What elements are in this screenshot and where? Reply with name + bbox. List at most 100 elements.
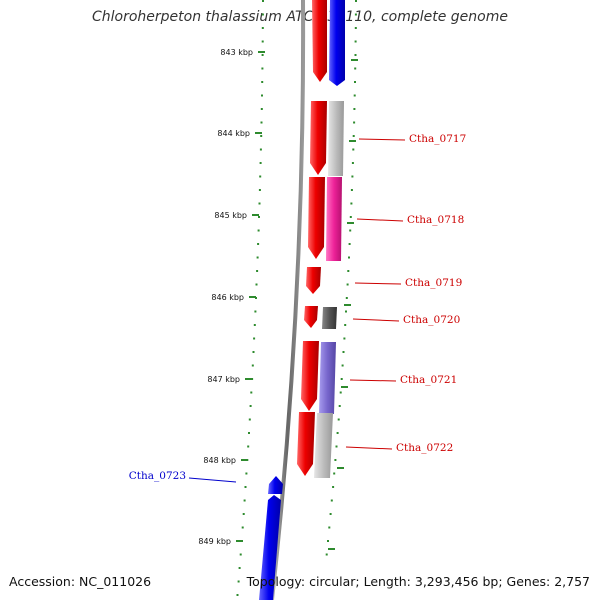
gene-label[interactable]: Ctha_0717: [409, 133, 466, 145]
track-dot: [327, 540, 329, 542]
track-dot: [253, 337, 256, 340]
tick-mark-left: [245, 378, 252, 380]
tick-mark-left: [241, 459, 248, 461]
tick-mark-right: [328, 548, 335, 550]
track-dot: [237, 580, 240, 583]
track-dot: [261, 54, 264, 56]
track-dot: [261, 81, 264, 83]
topology-text: Topology: circular; Length: 3,293,456 bp…: [246, 574, 590, 589]
track-dot: [349, 216, 352, 218]
track-dot: [354, 81, 356, 83]
track-dot: [352, 148, 355, 151]
genome-backbone: [270, 0, 306, 600]
track-dot: [351, 175, 354, 178]
tick-label: 848 kbp: [203, 456, 236, 465]
gene-label[interactable]: Ctha_0720: [403, 314, 460, 326]
track-dot: [345, 297, 348, 299]
gene-arrow-red-top: [312, 0, 327, 82]
track-dot: [351, 162, 354, 164]
track-dot: [261, 27, 264, 29]
track-dot: [325, 553, 328, 556]
cog-block-ctha-0720: [322, 307, 337, 329]
tick-mark-right: [347, 222, 354, 224]
track-dot: [330, 499, 333, 502]
track-dot: [236, 594, 239, 596]
gene-label[interactable]: Ctha_0723: [129, 470, 186, 482]
gene-labels: Ctha_0717 Ctha_0718 Ctha_0719 Ctha_0720 Ctha…: [129, 133, 466, 483]
track-dot: [245, 472, 248, 475]
track-dot: [242, 513, 245, 515]
track-dot: [350, 202, 353, 205]
track-dot: [255, 283, 258, 286]
track-dot: [353, 121, 356, 124]
track-dot: [251, 364, 254, 367]
track-dot: [258, 202, 261, 205]
track-dot: [254, 310, 257, 313]
track-dot: [332, 486, 335, 488]
gene-arrow-ctha-0719: [306, 267, 321, 294]
track-dot: [261, 94, 263, 97]
gene-arrow-ctha-0723: [268, 476, 283, 494]
track-dot: [342, 351, 345, 353]
track-dot: [354, 40, 357, 43]
tick-label: 845 kbp: [214, 211, 247, 220]
track-dot: [340, 378, 343, 380]
track-dot: [338, 405, 341, 407]
kbp-ticks: 843 kbp 844 kbp 845 kbp 846 kbp 847 kbp 848 k…: [198, 48, 358, 550]
gene-leader-line: [188, 477, 237, 483]
gene-label[interactable]: Ctha_0722: [396, 442, 453, 454]
track-dot: [353, 108, 356, 110]
track-dot: [259, 162, 262, 164]
track-dot: [238, 567, 241, 569]
tick-label: 843 kbp: [220, 48, 253, 57]
track-dot: [335, 445, 338, 448]
track-dot: [328, 526, 331, 529]
track-dot: [341, 364, 344, 367]
track-dot: [252, 351, 255, 353]
track-dot: [257, 243, 260, 245]
track-dot: [239, 553, 242, 556]
gene-label[interactable]: Ctha_0721: [400, 374, 457, 386]
track-dot: [336, 432, 339, 434]
track-dot: [354, 54, 357, 56]
cog-block-ctha-0721: [319, 342, 336, 414]
tick-label: 849 kbp: [198, 537, 231, 546]
track-dot: [353, 94, 356, 97]
gene-leader-line: [349, 379, 397, 382]
track-dot: [259, 175, 262, 178]
track-dot: [337, 418, 340, 421]
tick-mark-left: [252, 214, 259, 216]
track-dot: [256, 270, 259, 272]
track-dot: [347, 270, 350, 272]
tick-mark-left: [249, 296, 256, 298]
gene-arrow-ctha-0722: [297, 412, 315, 476]
gene-label[interactable]: Ctha_0718: [407, 214, 464, 226]
track-dot: [355, 0, 357, 2]
gene-arrow-ctha-0718: [308, 177, 325, 259]
track-dot: [261, 67, 264, 70]
track-dot: [258, 216, 260, 218]
track-dot: [260, 108, 263, 110]
track-dot: [350, 189, 353, 191]
gene-arrow-blue-bottom: [259, 495, 281, 600]
track-dot: [333, 472, 336, 475]
cog-block-ctha-0718: [326, 177, 342, 261]
track-dot: [260, 135, 263, 137]
track-dot: [241, 526, 244, 529]
tick-label: 844 kbp: [217, 129, 250, 138]
track-dot: [243, 499, 246, 502]
track-dot: [259, 148, 262, 151]
gene-leader-line: [345, 446, 393, 450]
tick-mark-left: [236, 540, 243, 542]
tick-label: 847 kbp: [207, 375, 240, 384]
tick-mark-right: [344, 304, 351, 306]
gene-label[interactable]: Ctha_0719: [405, 277, 462, 289]
tick-mark-right: [351, 59, 358, 61]
track-dot: [354, 67, 357, 70]
track-dot: [348, 256, 350, 259]
cog-block-ctha-0722: [314, 413, 333, 478]
gene-arrow-ctha-0717: [310, 101, 327, 175]
gene-leader-line: [358, 138, 406, 141]
track-dot: [258, 189, 261, 191]
